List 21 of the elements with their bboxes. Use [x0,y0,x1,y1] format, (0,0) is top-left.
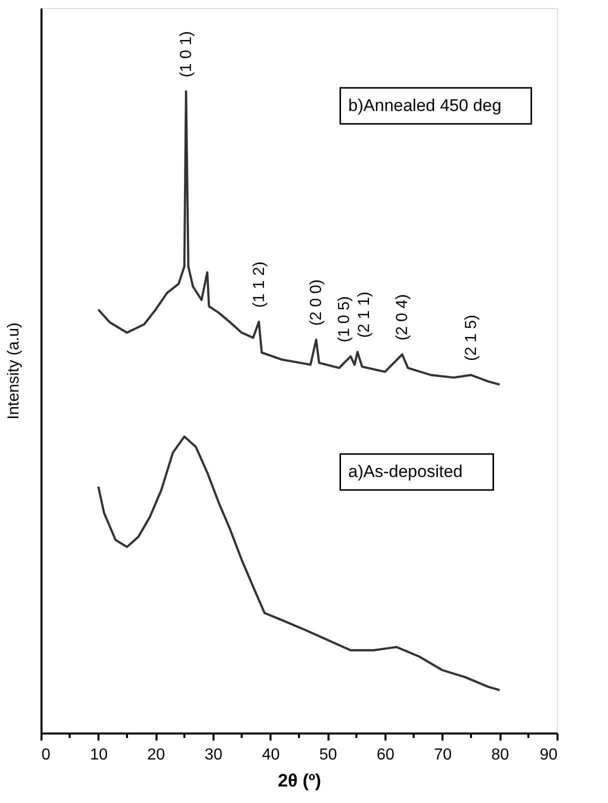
x-tick-label: 90 [540,746,558,764]
annotation: b)Annealed 450 deg [348,96,502,115]
y-axis-title: Intensity (a.u) [6,322,22,420]
annotation: (1 1 2) [250,261,268,308]
annotation: a)As-deposited [348,462,463,481]
x-tick-label: 0 [42,746,50,764]
x-tick-label: 10 [90,746,108,764]
annotation: (2 1 5) [463,314,480,361]
annotation: (2 1 1) [356,292,374,338]
x-tick-label: 20 [147,746,166,764]
x-tick-label: 40 [262,746,280,764]
x-tick-label: 70 [434,746,452,764]
annotation: (1 0 5) [336,296,354,342]
x-tick-label: 50 [319,746,338,764]
annotation: (2 0 0) [308,279,326,326]
x-axis-title: 2θ (º) [278,770,322,790]
x-tick-label: 30 [204,746,222,764]
annotation: (1 0 1) [178,31,196,78]
x-tick-label: 80 [491,746,510,764]
annotation: (2 0 4) [394,294,412,340]
x-tick-label: 60 [376,746,394,764]
